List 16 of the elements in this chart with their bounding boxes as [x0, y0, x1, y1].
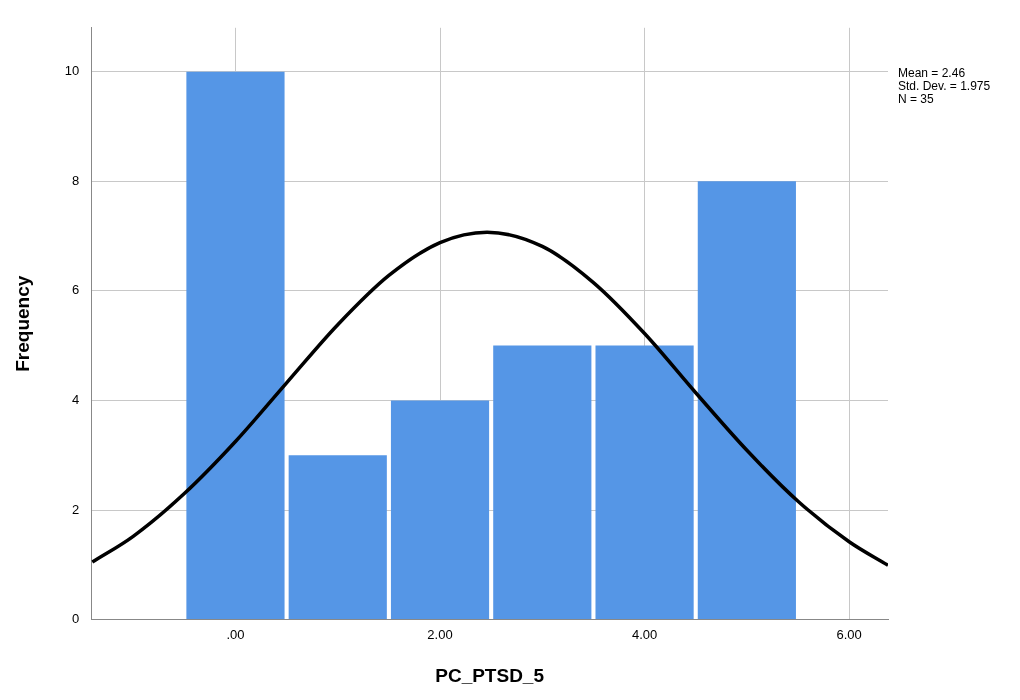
y-tick-label: 2: [72, 501, 80, 517]
y-tick-label: 6: [72, 282, 80, 298]
x-tick-label: 2.00: [427, 626, 453, 642]
y-tick-label: 0: [72, 611, 80, 627]
x-axis-title: PC_PTSD_5: [435, 664, 545, 686]
y-tick-label: 10: [64, 63, 80, 79]
y-tick-label: 4: [72, 391, 80, 407]
line-series: [91, 230, 888, 568]
x-tick-label: .00: [226, 626, 245, 642]
x-tick-label: 6.00: [836, 626, 862, 642]
y-axis-title: Frequency: [11, 275, 33, 372]
y-tick-label: 8: [72, 172, 80, 188]
text: Mean = 2.46: [898, 66, 966, 81]
x-tick-label: 4.00: [631, 626, 658, 642]
text: Std. Dev. = 1.975: [898, 79, 991, 94]
text: N = 35: [898, 92, 935, 107]
